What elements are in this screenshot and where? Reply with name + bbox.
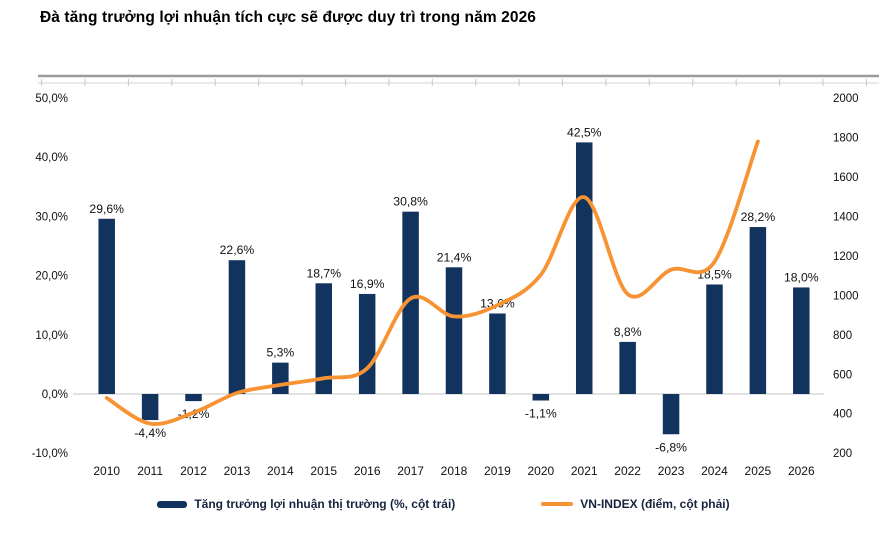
legend-label: VN-INDEX (điểm, cột phải) [580, 497, 730, 511]
bar-value-label: 30,8% [393, 195, 428, 209]
right-axis-tick-label: 200 [833, 448, 852, 460]
bar-value-label: -4,4% [134, 426, 166, 440]
x-axis-year-label: 2010 [93, 464, 120, 478]
x-axis-year-label: 2023 [658, 464, 685, 478]
bar-value-label: 18,5% [697, 267, 732, 281]
bar-2018 [445, 267, 463, 394]
right-axis-tick-label: 1000 [833, 290, 859, 302]
x-axis-year-label: 2018 [441, 464, 468, 478]
bar-2023 [662, 394, 680, 435]
left-axis-tick-label: 0,0% [42, 389, 68, 401]
bar-2026 [793, 287, 810, 394]
left-axis-tick-label: 30,0% [35, 211, 68, 223]
bar-value-label: 28,2% [741, 210, 776, 224]
x-axis-year-label: 2011 [137, 464, 163, 478]
line-series-swatch-icon [541, 502, 574, 506]
bar-2017 [402, 211, 419, 394]
x-axis-year-label: 2025 [745, 464, 772, 478]
right-axis-tick-label: 800 [833, 330, 852, 342]
bar-2025 [749, 227, 767, 394]
legend-item-vnindex: VN-INDEX (điểm, cột phải) [541, 497, 730, 511]
bar-2020 [532, 394, 550, 401]
bar-value-label: 21,4% [437, 250, 472, 264]
x-axis-year-label: 2020 [527, 464, 554, 478]
bar-value-label: 5,3% [266, 346, 294, 360]
bar-2011 [141, 394, 159, 421]
x-axis-year-label: 2022 [614, 464, 641, 478]
right-axis-tick-label: 400 [833, 409, 852, 421]
bar-2016 [358, 293, 376, 394]
bar-value-label: -1,1% [525, 407, 557, 421]
left-axis-tick-label: -10,0% [32, 448, 68, 460]
right-axis-tick-label: 1600 [833, 172, 859, 184]
bar-2021 [575, 142, 593, 394]
bar-value-label: 22,6% [220, 243, 255, 257]
right-axis-tick-label: 1400 [833, 211, 859, 223]
bar-value-label: 18,7% [306, 266, 341, 280]
x-axis-year-label: 2026 [788, 464, 815, 478]
x-axis-year-label: 2019 [484, 464, 511, 478]
x-axis-year-label: 2016 [354, 464, 381, 478]
left-axis-tick-label: 10,0% [35, 330, 68, 342]
x-axis-year-label: 2021 [571, 464, 598, 478]
bar-2014 [272, 362, 289, 394]
bar-2024 [706, 284, 723, 394]
left-axis-tick-label: 40,0% [35, 152, 68, 164]
vnindex-line [104, 139, 760, 426]
x-axis-year-label: 2014 [267, 464, 294, 478]
bar-2010 [98, 218, 115, 394]
chart-title: Đà tăng trưởng lợi nhuận tích cực sẽ đượ… [40, 9, 537, 26]
bar-value-label: -6,8% [655, 440, 687, 454]
x-axis-year-label: 2015 [310, 464, 337, 478]
x-axis-year-label: 2013 [224, 464, 251, 478]
bar-series-swatch-icon [157, 500, 188, 508]
legend-label: Tăng trưởng lợi nhuận thị trường (%, cột… [194, 497, 456, 511]
right-axis-tick-label: 1200 [833, 251, 859, 263]
bar-2012 [185, 394, 202, 402]
bar-2019 [489, 313, 506, 394]
bar-value-label: 42,5% [567, 125, 602, 139]
chart-legend: Tăng trưởng lợi nhuận thị trường (%, cột… [0, 497, 887, 511]
bar-value-label: 18,0% [784, 270, 819, 284]
right-axis-tick-label: 1800 [833, 132, 859, 144]
left-axis-tick-label: 20,0% [35, 271, 68, 283]
bar-2013 [228, 260, 246, 394]
right-axis-tick-label: 600 [833, 369, 852, 381]
bar-value-label: 8,8% [614, 325, 642, 339]
bar-2022 [619, 341, 636, 394]
x-axis-year-label: 2024 [701, 464, 728, 478]
bar-value-label: 16,9% [350, 277, 385, 291]
bar-2015 [315, 283, 333, 394]
x-axis-year-label: 2017 [397, 464, 424, 478]
x-axis-year-label: 2012 [180, 464, 207, 478]
legend-item-profit-growth: Tăng trưởng lợi nhuận thị trường (%, cột… [157, 497, 455, 511]
left-axis-tick-label: 50,0% [35, 93, 68, 105]
bar-value-label: 29,6% [89, 202, 124, 216]
right-axis-tick-label: 2000 [833, 93, 859, 105]
